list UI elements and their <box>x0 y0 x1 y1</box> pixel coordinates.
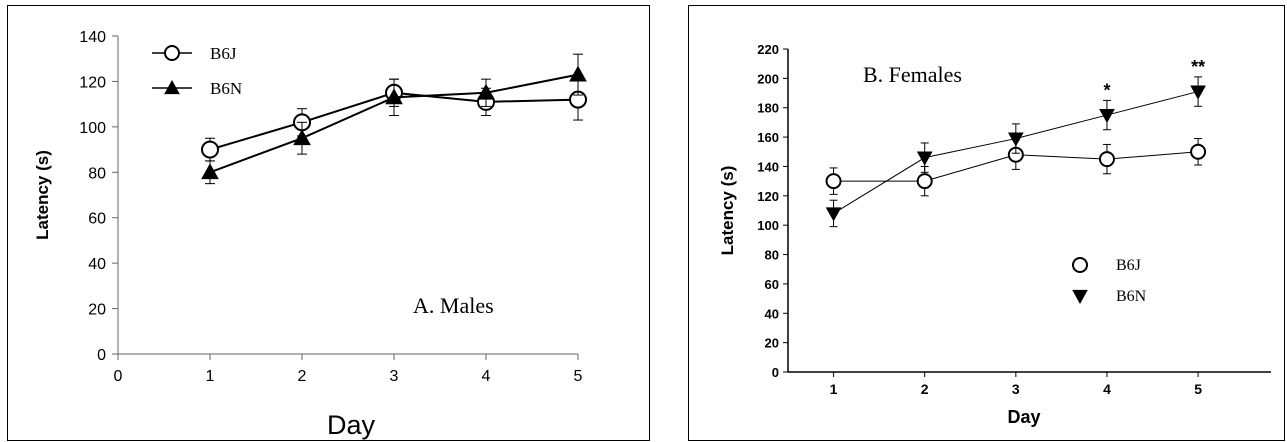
legend-marker <box>164 79 180 95</box>
y-tick-label: 220 <box>757 42 779 57</box>
data-point <box>385 88 403 105</box>
y-tick-label: 140 <box>79 29 106 46</box>
y-tick-label: 20 <box>765 336 779 351</box>
data-point <box>916 151 933 166</box>
x-tick-label: 0 <box>114 368 123 385</box>
series-b6j <box>825 138 1207 197</box>
y-tick-label: 0 <box>772 365 779 380</box>
y-tick-label: 140 <box>757 159 779 174</box>
chart-females: 0 20 40 60 80 100 120 140 160 180 200 220 1 2 3 4 5 Day La… <box>718 42 1271 427</box>
y-tick-label: 180 <box>757 101 779 116</box>
data-point <box>1099 108 1115 124</box>
data-point <box>916 173 933 190</box>
x-tick-label: 2 <box>298 368 307 385</box>
panel-label: B. Females <box>863 62 962 87</box>
legend-label: B6N <box>1116 288 1147 305</box>
chart-panel-females: 0 20 40 60 80 100 120 140 160 180 200 220 1 2 3 4 5 Day La… <box>688 5 1285 441</box>
y-tick-label: 40 <box>88 256 106 273</box>
chart-males: 0 20 40 60 80 100 120 140 0 1 2 3 4 5 Day Latency (s) B6… <box>33 29 587 440</box>
x-tick-label: 2 <box>921 381 929 397</box>
y-tick-label: 60 <box>88 211 106 228</box>
data-point <box>1007 132 1024 147</box>
y-tick-label: 160 <box>757 130 779 145</box>
data-point <box>825 207 842 222</box>
data-point <box>1098 151 1115 168</box>
y-tick-label: 100 <box>79 120 106 137</box>
data-point <box>1190 143 1207 160</box>
x-tick-label: 5 <box>574 368 583 385</box>
data-point <box>201 140 219 159</box>
x-tick-label: 3 <box>1012 381 1020 397</box>
x-tick-label: 1 <box>206 368 215 385</box>
x-tick-label: 5 <box>1194 381 1202 397</box>
y-tick-label: 80 <box>88 165 106 182</box>
data-point <box>569 65 587 82</box>
y-tick-label: 120 <box>757 189 779 204</box>
x-tick-label: 4 <box>1103 381 1111 397</box>
legend: B6J B6N <box>152 44 242 98</box>
legend: B6J B6N <box>1072 257 1147 305</box>
y-tick-label: 0 <box>97 347 106 364</box>
y-tick-label: 40 <box>765 306 779 321</box>
data-point <box>201 163 219 180</box>
significance-marker: ** <box>1191 57 1205 77</box>
y-tick-label: 20 <box>88 302 106 319</box>
y-tick-label: 100 <box>757 218 779 233</box>
legend-label: B6J <box>1116 257 1141 274</box>
legend-marker <box>1072 257 1088 273</box>
x-tick-label: 1 <box>830 381 838 397</box>
y-axis-title: Latency (s) <box>33 150 52 240</box>
x-tick-label: 4 <box>482 368 491 385</box>
y-tick-label: 60 <box>765 277 779 292</box>
chart-panel-males: 0 20 40 60 80 100 120 140 0 1 2 3 4 5 Day Latency (s) B6… <box>7 5 650 441</box>
data-point <box>1190 85 1206 100</box>
x-axis-title: Day <box>1007 407 1040 427</box>
y-tick-label: 120 <box>79 74 106 91</box>
series-b6n <box>201 53 587 185</box>
significance-marker: * <box>1103 80 1110 100</box>
panel-label: A. Males <box>413 293 494 318</box>
legend-label: B6J <box>210 44 237 63</box>
y-tick-label: 80 <box>765 248 779 263</box>
y-tick-label: 200 <box>757 71 779 86</box>
series-b6n <box>825 76 1206 228</box>
data-point <box>825 173 842 190</box>
y-axis-title: Latency (s) <box>718 166 737 256</box>
legend-marker <box>1072 289 1088 305</box>
x-tick-label: 3 <box>390 368 399 385</box>
legend-marker <box>164 45 180 61</box>
data-point <box>293 129 311 146</box>
data-point <box>477 83 495 100</box>
x-axis-title: Day <box>327 410 376 440</box>
legend-label: B6N <box>210 79 242 98</box>
